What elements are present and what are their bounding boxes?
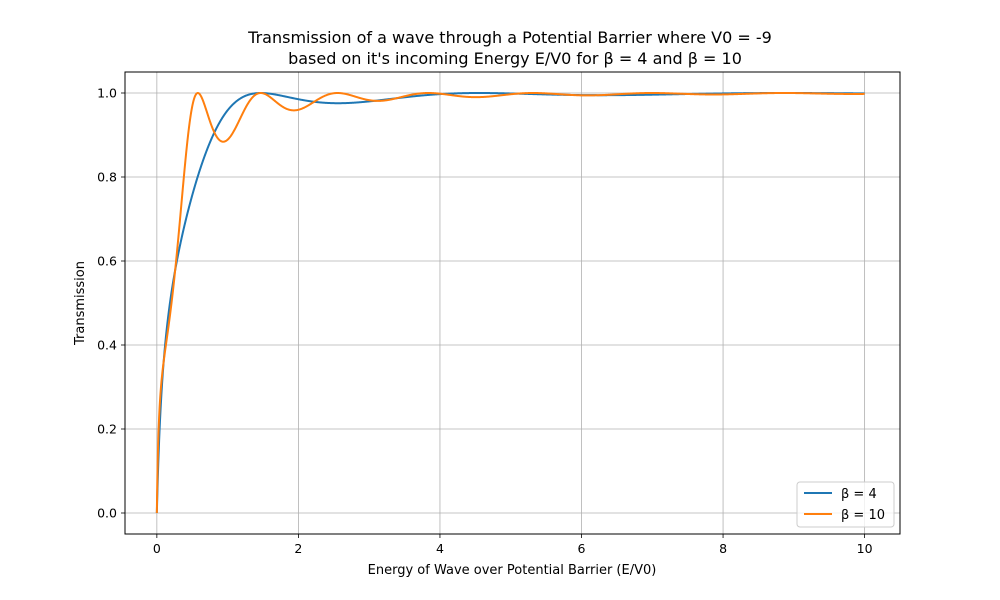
y-tick-label: 0.4	[97, 338, 117, 353]
x-tick-label: 10	[857, 541, 873, 556]
axes-frame	[124, 71, 901, 535]
y-tick-label: 0.0	[97, 506, 117, 521]
x-tick-label: 2	[294, 541, 302, 556]
y-axis-label: Transmission	[73, 261, 88, 346]
y-tick-label: 1.0	[97, 86, 117, 101]
grid	[125, 72, 900, 534]
plot-area	[155, 92, 866, 514]
chart-subtitle: based on it's incoming Energy E/V0 for β…	[288, 49, 742, 68]
x-tick-label: 4	[436, 541, 444, 556]
chart-title: Transmission of a wave through a Potenti…	[247, 28, 772, 47]
legend: β = 4 β = 10	[796, 481, 895, 528]
x-axis-label: Energy of Wave over Potential Barrier (E…	[368, 563, 657, 578]
ticks: 0 2 4 6 8 10 0.0 0.2 0.4 0.6 0.8 1.0	[97, 86, 873, 557]
x-tick-label: 0	[153, 541, 161, 556]
y-tick-label: 0.6	[97, 254, 117, 269]
series-line-beta-4	[155, 92, 866, 514]
y-tick-label: 0.2	[97, 422, 117, 437]
x-tick-label: 6	[578, 541, 586, 556]
legend-label-beta-4: β = 4	[841, 487, 877, 502]
legend-label-beta-10: β = 10	[841, 508, 885, 523]
x-tick-label: 8	[719, 541, 727, 556]
series-line-beta-10	[155, 92, 866, 514]
y-tick-label: 0.8	[97, 170, 117, 185]
